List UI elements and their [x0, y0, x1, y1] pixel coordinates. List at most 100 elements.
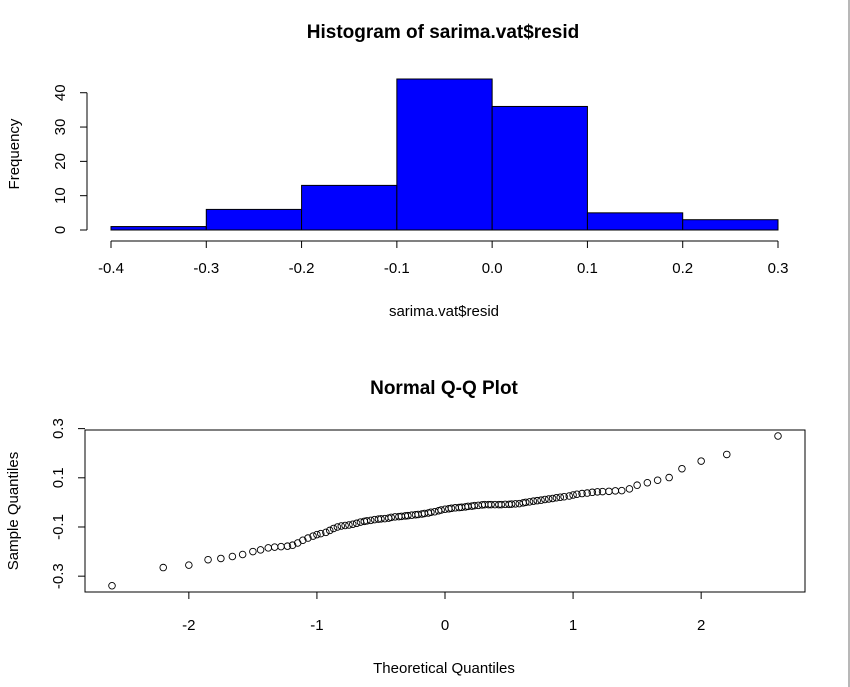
qq-title: Normal Q-Q Plot	[370, 378, 518, 399]
qq-point	[643, 478, 652, 487]
histogram-x-tick-label: 0.2	[672, 260, 693, 277]
qq-y-tick-label: 0.3	[50, 418, 67, 439]
qq-point	[313, 530, 321, 539]
histogram-y-axis: 0 10 20 30 40	[52, 84, 88, 234]
histogram-x-tick-label: -0.3	[193, 260, 219, 277]
qq-point	[697, 457, 705, 465]
qq-y-label: Sample Quantiles	[5, 452, 22, 570]
qq-point	[678, 464, 686, 473]
qq-point	[487, 500, 495, 509]
qq-point	[593, 488, 602, 496]
qq-point	[774, 432, 782, 440]
qq-point	[605, 487, 613, 496]
histogram-y-label: Frequency	[6, 118, 23, 189]
qq-point	[427, 508, 435, 516]
qq-point	[304, 534, 312, 542]
qq-point	[228, 552, 237, 561]
qq-point	[552, 493, 561, 502]
window-edge	[848, 0, 850, 687]
qq-point	[521, 498, 530, 507]
qq-point	[529, 497, 538, 505]
qq-y-tick-label: -0.1	[50, 514, 67, 540]
qq-x-axis: -2 -1 0 1 2	[182, 592, 705, 634]
histogram-x-tick-label: 0.3	[768, 260, 789, 277]
qq-point	[108, 582, 116, 590]
qq-point	[404, 511, 412, 520]
qq-point	[560, 492, 568, 501]
qq-point	[217, 554, 225, 563]
qq-point	[507, 500, 516, 508]
qq-point	[283, 542, 292, 550]
histogram-bar	[586, 212, 684, 231]
qq-point	[617, 486, 626, 495]
qq-point	[345, 521, 353, 529]
qq-point	[341, 521, 349, 530]
qq-point	[525, 498, 534, 506]
histogram-bar	[491, 105, 588, 231]
histogram-bars	[110, 78, 779, 231]
qq-point	[611, 487, 620, 495]
qq-point	[363, 517, 371, 525]
qq-point	[309, 532, 317, 540]
histogram-bar	[110, 226, 207, 231]
qq-point	[497, 500, 506, 509]
histogram-x-tick-label: 0.0	[482, 260, 503, 277]
histogram-title: Histogram of sarima.vat$resid	[307, 22, 579, 43]
qq-point	[352, 519, 361, 528]
histogram-y-tick-label: 10	[52, 187, 69, 204]
qq-panel: Normal Q-Q Plot -2 -1 0 1 2 -0.3 -0.1 0.1 0.3 T…	[5, 378, 806, 677]
qq-point	[185, 561, 193, 569]
qq-y-tick-label: -0.3	[50, 563, 67, 589]
qq-point	[548, 494, 557, 503]
qq-point	[583, 489, 591, 497]
qq-point	[288, 541, 297, 549]
qq-point	[544, 495, 553, 503]
qq-point	[573, 490, 581, 499]
qq-point	[366, 516, 375, 525]
qq-point	[159, 563, 167, 572]
qq-points	[108, 432, 782, 590]
qq-point	[264, 544, 273, 552]
qq-point	[270, 543, 279, 551]
qq-point	[491, 500, 499, 509]
qq-point	[578, 489, 586, 498]
qq-point	[256, 546, 265, 554]
histogram-x-tick-label: -0.2	[289, 260, 315, 277]
histogram-bar	[682, 219, 779, 231]
qq-point	[387, 513, 395, 522]
histogram-y-tick-label: 20	[52, 153, 69, 170]
qq-point	[723, 450, 731, 459]
qq-x-tick-label: -1	[310, 617, 323, 634]
qq-point	[598, 487, 607, 496]
histogram-x-tick-label: 0.1	[577, 260, 598, 277]
histogram-bar	[301, 184, 398, 231]
qq-point	[377, 515, 385, 523]
qq-point	[565, 492, 573, 500]
qq-point	[569, 491, 577, 499]
qq-point	[511, 500, 520, 508]
histogram-y-tick-label: 0	[52, 226, 69, 234]
qq-point	[204, 555, 212, 564]
qq-point	[541, 495, 549, 504]
histogram-bar	[396, 78, 493, 231]
qq-point	[470, 501, 479, 510]
qq-point	[501, 500, 509, 509]
qq-point	[277, 542, 285, 551]
qq-point	[633, 481, 641, 489]
qq-point	[329, 524, 338, 533]
qq-x-label: Theoretical Quantiles	[373, 660, 515, 677]
qq-x-tick-label: 0	[441, 617, 449, 634]
qq-point	[653, 476, 662, 485]
qq-point	[322, 528, 330, 537]
qq-point	[299, 536, 307, 545]
histogram-y-tick-label: 30	[52, 119, 69, 136]
qq-point	[533, 496, 541, 505]
qq-point	[665, 473, 673, 482]
qq-point	[437, 506, 445, 514]
qq-x-tick-label: 2	[697, 617, 705, 634]
qq-point	[333, 523, 342, 531]
qq-point	[625, 485, 634, 493]
qq-point	[349, 520, 357, 529]
histogram-y-tick-label: 40	[52, 84, 69, 101]
